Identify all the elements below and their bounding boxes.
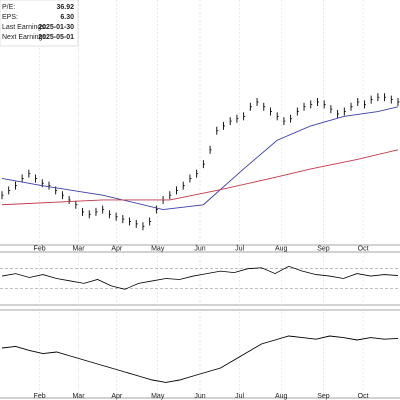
x-tick-label: Aug <box>275 245 288 252</box>
info-value: 2025-05-01 <box>38 34 74 41</box>
x-tick-label: Sep <box>317 393 330 400</box>
x-tick-label: Jul <box>235 245 244 252</box>
info-label: Next Earnings: <box>2 34 48 41</box>
x-tick-label: Apr <box>111 393 123 400</box>
x-tick-label: Oct <box>358 393 369 400</box>
lower-line <box>1 335 399 383</box>
info-label: Last Earnings: <box>2 24 47 31</box>
info-label: P/E: <box>2 4 15 11</box>
oscillator-line <box>1 265 399 290</box>
x-tick-label: Feb <box>34 393 46 400</box>
info-box <box>0 0 79 47</box>
info-value: 6.30 <box>60 14 74 21</box>
x-tick-label: Jun <box>194 393 205 400</box>
moving-average <box>1 149 399 206</box>
x-tick-label: Feb <box>34 245 46 252</box>
x-tick-label: Sep <box>317 245 330 252</box>
x-tick-label: Apr <box>111 245 123 252</box>
x-tick-label: Jun <box>194 245 205 252</box>
moving-average <box>1 106 399 210</box>
x-tick-label: Oct <box>358 245 369 252</box>
info-value: 2025-01-30 <box>38 24 74 31</box>
x-tick-label: May <box>151 393 165 400</box>
x-tick-label: Mar <box>72 245 85 252</box>
info-value: 36.92 <box>56 4 74 11</box>
info-label: EPS: <box>2 14 18 21</box>
x-tick-label: Jul <box>235 393 244 400</box>
x-tick-label: Mar <box>72 393 85 400</box>
x-tick-label: Aug <box>275 393 288 400</box>
x-tick-label: May <box>151 245 165 252</box>
